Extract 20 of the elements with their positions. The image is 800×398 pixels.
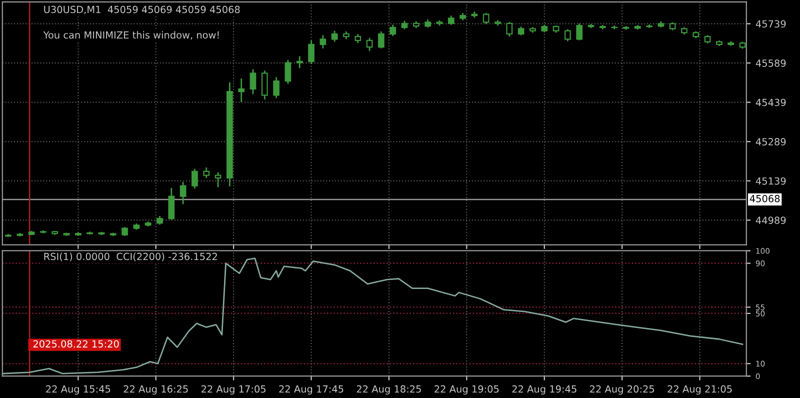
x-tick-label: 22 Aug 17:05: [202, 385, 266, 395]
x-tick-label: 22 Aug 16:25: [124, 385, 188, 395]
y-tick-label: 45139: [756, 177, 786, 185]
ref-line-label: 2025.08.22 15:20: [33, 340, 119, 348]
y-tick-label: 45739: [756, 20, 786, 28]
chart-title: RSI(1) 0.0000 CCI(2200) -236.1522: [44, 252, 217, 262]
x-tick-label: 22 Aug 19:45: [512, 385, 576, 395]
chart-title: U30USD,M1 45059 45069 45059 45068: [44, 6, 240, 14]
x-tick-label: 22 Aug 21:05: [668, 385, 732, 395]
x-tick-label: 22 Aug 17:45: [279, 385, 344, 395]
y-tick-label: 45589: [756, 59, 786, 67]
y-tick-label: 44989: [756, 216, 786, 224]
x-tick-label: 22 Aug 15:45: [46, 385, 110, 395]
y-tick-label: 45289: [756, 138, 786, 146]
x-tick-label: 22 Aug 20:25: [590, 385, 654, 395]
y-tick-label: 45439: [756, 98, 786, 106]
annotation: You can MINIMIZE this window, now!: [43, 31, 219, 40]
ref-line-label: 45068: [750, 194, 780, 202]
x-tick-label: 22 Aug 19:05: [434, 385, 499, 395]
x-tick-label: 22 Aug 18:25: [356, 385, 421, 395]
